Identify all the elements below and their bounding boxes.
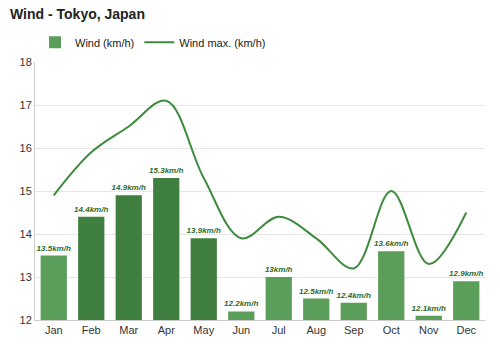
svg-text:Nov: Nov — [419, 324, 439, 336]
svg-text:Aug: Aug — [306, 324, 326, 336]
svg-text:13km/h: 13km/h — [265, 265, 293, 274]
svg-text:Mar: Mar — [119, 324, 138, 336]
svg-text:Dec: Dec — [456, 324, 476, 336]
svg-text:Jun: Jun — [232, 324, 250, 336]
svg-text:14.9km/h: 14.9km/h — [112, 183, 146, 192]
svg-text:18: 18 — [20, 56, 32, 68]
svg-text:13.5km/h: 13.5km/h — [37, 244, 71, 253]
svg-text:14.4km/h: 14.4km/h — [74, 205, 108, 214]
svg-text:Wind (km/h): Wind (km/h) — [75, 37, 134, 49]
svg-text:15: 15 — [20, 185, 32, 197]
svg-text:17: 17 — [20, 99, 32, 111]
svg-text:15.3km/h: 15.3km/h — [149, 166, 183, 175]
svg-text:13.6km/h: 13.6km/h — [374, 239, 408, 248]
svg-text:13.9km/h: 13.9km/h — [187, 226, 221, 235]
svg-text:May: May — [193, 324, 214, 336]
svg-text:16: 16 — [20, 142, 32, 154]
svg-text:Jul: Jul — [272, 324, 286, 336]
svg-text:Apr: Apr — [158, 324, 175, 336]
svg-text:Wind max. (km/h): Wind max. (km/h) — [179, 37, 265, 49]
svg-text:12.4km/h: 12.4km/h — [337, 291, 371, 300]
svg-text:14: 14 — [20, 228, 32, 240]
svg-text:12.2km/h: 12.2km/h — [224, 299, 258, 308]
svg-text:12.9km/h: 12.9km/h — [449, 269, 483, 278]
svg-text:Jan: Jan — [45, 324, 63, 336]
svg-text:Wind - Tokyo, Japan: Wind - Tokyo, Japan — [10, 6, 145, 22]
svg-text:12.1km/h: 12.1km/h — [412, 304, 446, 313]
svg-text:Sep: Sep — [344, 324, 364, 336]
svg-text:Oct: Oct — [383, 324, 400, 336]
svg-text:13: 13 — [20, 271, 32, 283]
svg-text:12.5km/h: 12.5km/h — [299, 287, 333, 296]
svg-text:Feb: Feb — [82, 324, 101, 336]
svg-text:12: 12 — [20, 314, 32, 326]
